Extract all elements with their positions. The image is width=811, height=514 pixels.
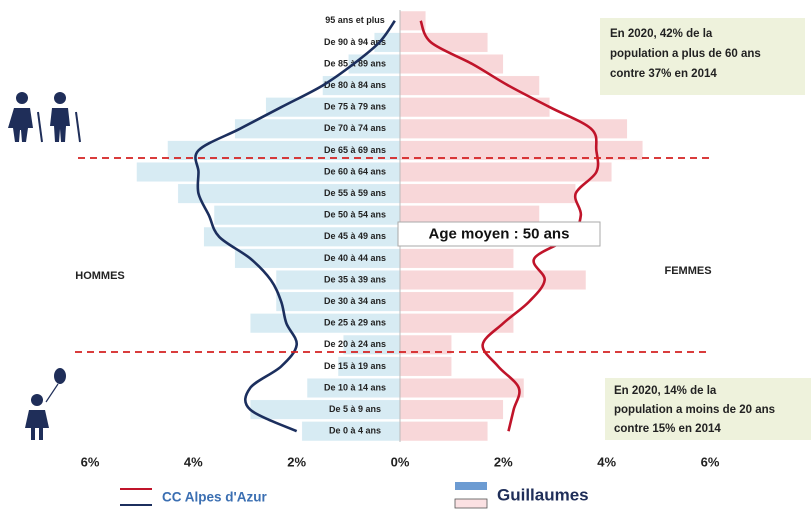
- bar: [399, 269, 587, 291]
- bar: [399, 183, 576, 204]
- category-label: De 75 à 79 ans: [324, 102, 386, 112]
- x-tick-label: 4%: [597, 454, 616, 469]
- category-label: De 30 à 34 ans: [324, 296, 386, 306]
- category-label: De 60 à 64 ans: [324, 166, 386, 176]
- category-label: 95 ans et plus: [325, 15, 385, 25]
- bar: [399, 399, 504, 420]
- legend-label: Guillaumes: [497, 485, 589, 504]
- x-tick-label: 2%: [287, 454, 306, 469]
- side-label: FEMMES: [664, 265, 711, 277]
- bar: [399, 291, 514, 312]
- bar: [399, 421, 489, 442]
- category-label: De 55 à 59 ans: [324, 188, 386, 198]
- bar: [399, 161, 613, 183]
- category-label: De 70 à 74 ans: [324, 123, 386, 133]
- bar: [399, 248, 514, 269]
- category-label: De 90 à 94 ans: [324, 37, 386, 47]
- category-label: De 15 à 19 ans: [324, 361, 386, 371]
- annotation-text: contre 37% en 2014: [610, 68, 717, 80]
- x-tick-label: 0%: [391, 454, 410, 469]
- annotation-text: contre 15% en 2014: [614, 423, 721, 435]
- age-moyen: Age moyen : 50 ans: [429, 225, 570, 242]
- annotation-box: [605, 378, 811, 440]
- category-label: De 50 à 54 ans: [324, 210, 386, 220]
- annotation-text: En 2020, 14% de la: [614, 385, 717, 397]
- side-label: HOMMES: [75, 270, 125, 282]
- bar: [399, 118, 628, 139]
- category-label: De 45 à 49 ans: [324, 231, 386, 241]
- child-icon: [25, 368, 66, 440]
- bar: [399, 97, 551, 118]
- senior-icon: [8, 92, 81, 143]
- legend-swatch: [454, 498, 488, 509]
- category-label: De 5 à 9 ans: [329, 404, 381, 414]
- category-label: De 80 à 84 ans: [324, 80, 386, 90]
- category-label: De 10 à 14 ans: [324, 382, 386, 392]
- x-tick-label: 6%: [81, 454, 100, 469]
- x-tick-label: 6%: [701, 454, 720, 469]
- x-tick-label: 2%: [494, 454, 513, 469]
- legend-swatch: [455, 482, 487, 490]
- category-label: De 35 à 39 ans: [324, 274, 386, 284]
- annotation-text: population a plus de 60 ans: [610, 48, 761, 60]
- category-label: De 65 à 69 ans: [324, 145, 386, 155]
- line-hommes: [194, 20, 396, 433]
- bar: [399, 377, 525, 399]
- category-label: De 20 à 24 ans: [324, 339, 386, 349]
- annotation-text: population a moins de 20 ans: [614, 404, 775, 416]
- bar: [399, 356, 452, 377]
- x-axis: 6% 4% 2% 0% 2% 4% 6%: [81, 454, 720, 469]
- category-label: De 40 à 44 ans: [324, 253, 386, 263]
- bars: [136, 10, 644, 442]
- annotation-text: En 2020, 42% de la: [610, 28, 713, 40]
- legend-label: CC Alpes d'Azur: [162, 490, 267, 505]
- legend: CC Alpes d'Azur Guillaumes: [120, 482, 589, 509]
- bar: [399, 53, 504, 75]
- annotation-box: [600, 18, 805, 95]
- category-label: De 0 à 4 ans: [329, 426, 381, 436]
- category-label: De 25 à 29 ans: [324, 318, 386, 328]
- age-box: [397, 221, 601, 247]
- x-tick-label: 4%: [184, 454, 203, 469]
